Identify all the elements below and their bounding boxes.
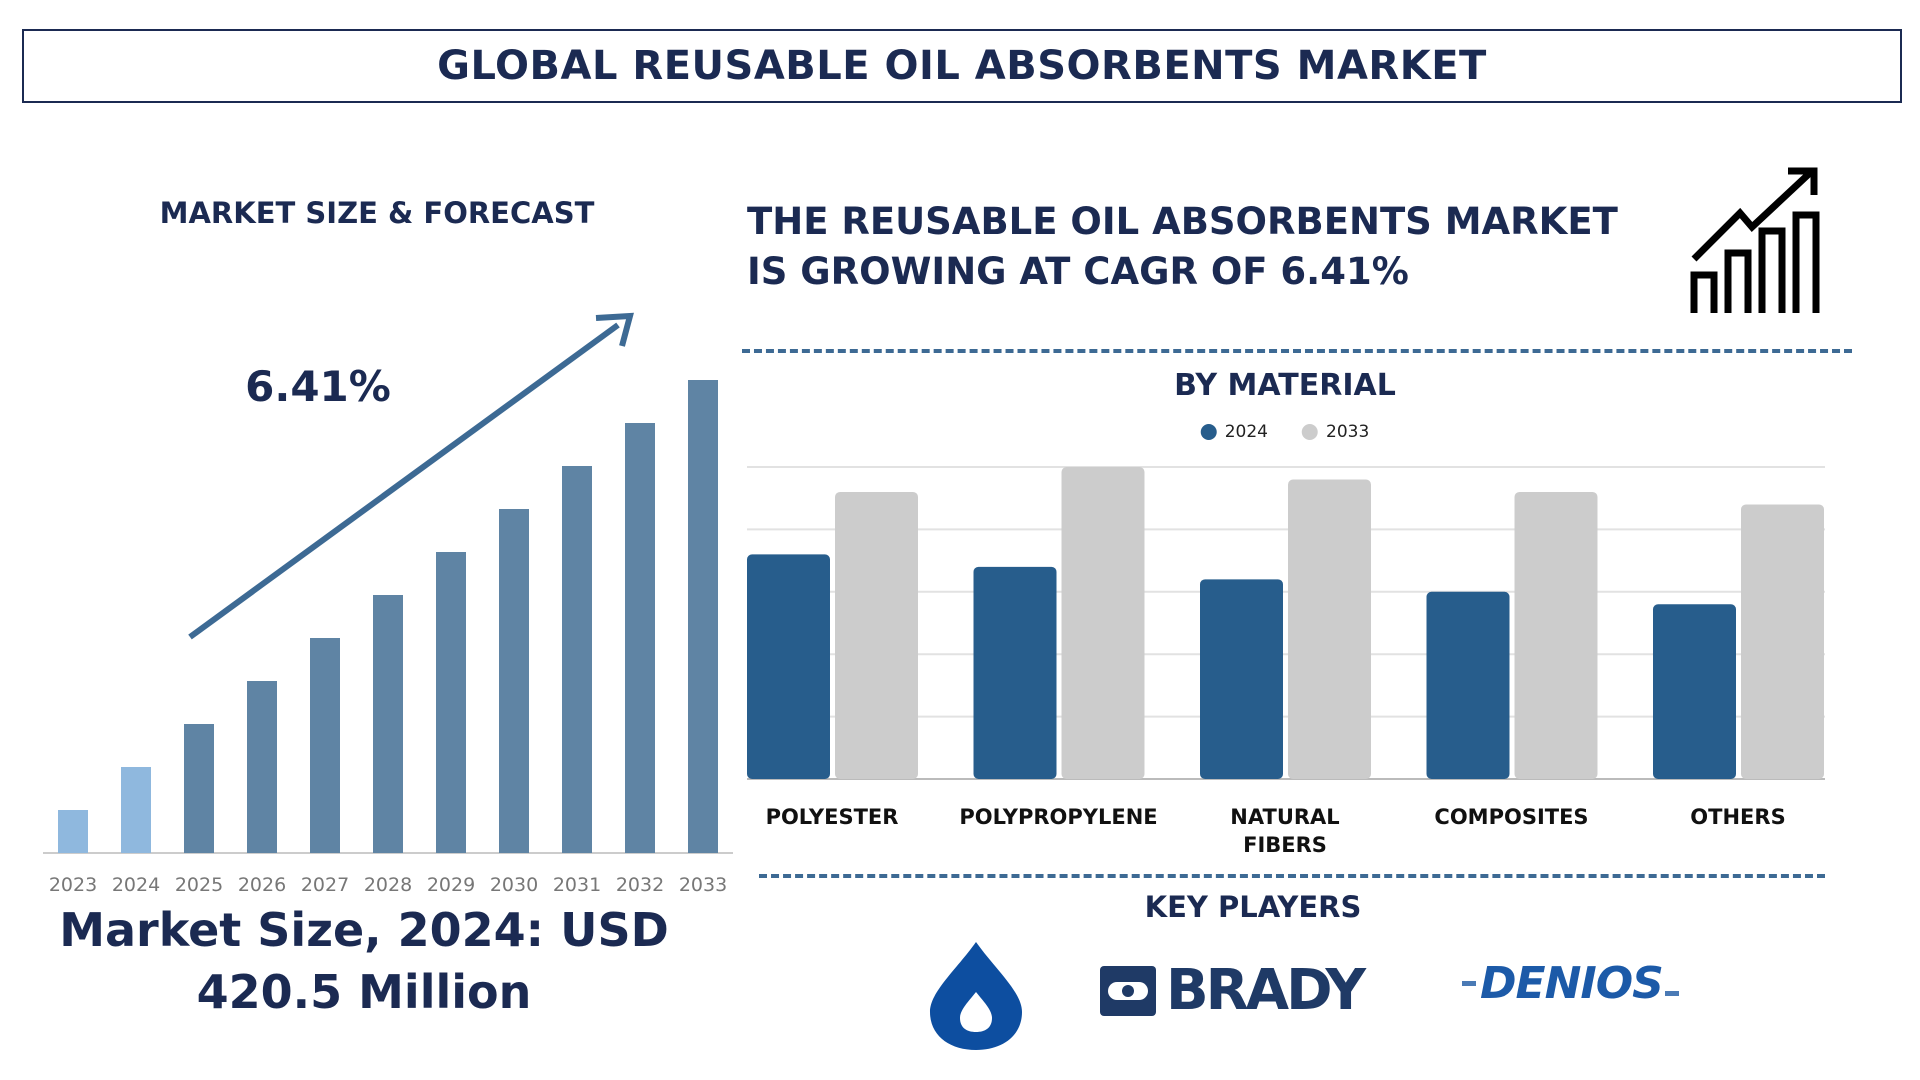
legend-swatch [1200, 424, 1217, 440]
category-label: POLYESTER [765, 805, 899, 829]
bar-2024-others [1653, 604, 1736, 779]
bar-2026 [247, 681, 277, 853]
key-players-heading: KEY PLAYERS [1144, 890, 1362, 924]
page-title: GLOBAL REUSABLE OIL ABSORBENTS MARKET [437, 43, 1487, 89]
arrow-head-icon [595, 312, 634, 347]
year-label: 2030 [490, 874, 538, 896]
legend-label: 2033 [1326, 422, 1370, 442]
brady-text: BRADY [1166, 958, 1366, 1023]
year-label: 2024 [112, 874, 160, 896]
drop-logo [930, 942, 1022, 1050]
material-chart [747, 466, 1825, 780]
bar-2028 [373, 595, 403, 853]
by-material-heading: BY MATERIAL [1174, 368, 1396, 403]
growth-arrow [188, 322, 620, 640]
category-label: NATURAL FIBERS [1230, 805, 1340, 857]
bar-2029 [436, 552, 466, 853]
year-label: 2028 [364, 874, 412, 896]
year-label: 2032 [616, 874, 664, 896]
legend-item-2024: 2024 [1200, 422, 1268, 442]
legend-swatch [1302, 424, 1318, 440]
bar-2024-natural-fibers [1200, 579, 1283, 779]
market-size-chart: 2023 2024 2025 2026 2027 2028 2029 2030 2031 2032… [43, 312, 733, 896]
category-label: COMPOSITES [1434, 805, 1589, 829]
cagr-label: 6.41% [245, 362, 391, 411]
bar-2024-polyester [747, 554, 830, 779]
bar-2027 [310, 638, 340, 853]
bar-2030 [499, 509, 529, 853]
bar-2024-composites [1426, 591, 1510, 779]
brady-logo: BRADY [1100, 958, 1366, 1023]
legend-label: 2024 [1224, 422, 1268, 442]
divider-bottom [759, 874, 1825, 878]
year-label: 2029 [427, 874, 475, 896]
denios-dash-icon [1462, 981, 1476, 986]
bar-2033-others [1741, 504, 1824, 779]
year-label: 2026 [238, 874, 286, 896]
market-size-line2: 420.5 Million [196, 965, 532, 1019]
growth-chart-icon [1690, 167, 1820, 313]
denios-logo: DENIOS [1462, 958, 1679, 1009]
year-label: 2027 [301, 874, 349, 896]
category-label: POLYPROPYLENE [959, 805, 1158, 829]
year-label: 2033 [679, 874, 727, 896]
headline: THE REUSABLE OIL ABSORBENTS MARKET IS GR… [747, 197, 1618, 297]
bar-2033-composites [1514, 491, 1598, 779]
bar-2025 [184, 724, 214, 853]
market-size-heading: MARKET SIZE & FORECAST [159, 196, 595, 230]
bar-2033-polyester [835, 491, 918, 779]
legend: 2024 2033 [1200, 422, 1369, 442]
bar-2033-polypropylene [1061, 467, 1145, 779]
denios-text: DENIOS [1480, 958, 1664, 1009]
denios-dash-icon [1664, 991, 1679, 996]
market-size-line1: Market Size, 2024: USD [59, 903, 669, 957]
bar-2024 [121, 767, 151, 853]
headline-line1: THE REUSABLE OIL ABSORBENTS MARKET [747, 200, 1618, 243]
divider-top [742, 349, 1852, 353]
title-banner: GLOBAL REUSABLE OIL ABSORBENTS MARKET [22, 29, 1902, 103]
bar-2032 [625, 423, 655, 853]
brady-mark-icon [1100, 965, 1156, 1016]
bar-2023 [58, 810, 88, 853]
bar-2024-polypropylene [973, 566, 1057, 779]
bar-2033 [688, 380, 718, 853]
headline-line2: IS GROWING AT CAGR OF 6.41% [747, 250, 1409, 293]
legend-item-2033: 2033 [1302, 422, 1369, 442]
bar-2033-natural-fibers [1288, 479, 1371, 779]
year-label: 2031 [553, 874, 601, 896]
year-label: 2025 [175, 874, 223, 896]
category-label: OTHERS [1690, 805, 1786, 829]
bar-2031 [562, 466, 592, 853]
year-label: 2023 [49, 874, 97, 896]
